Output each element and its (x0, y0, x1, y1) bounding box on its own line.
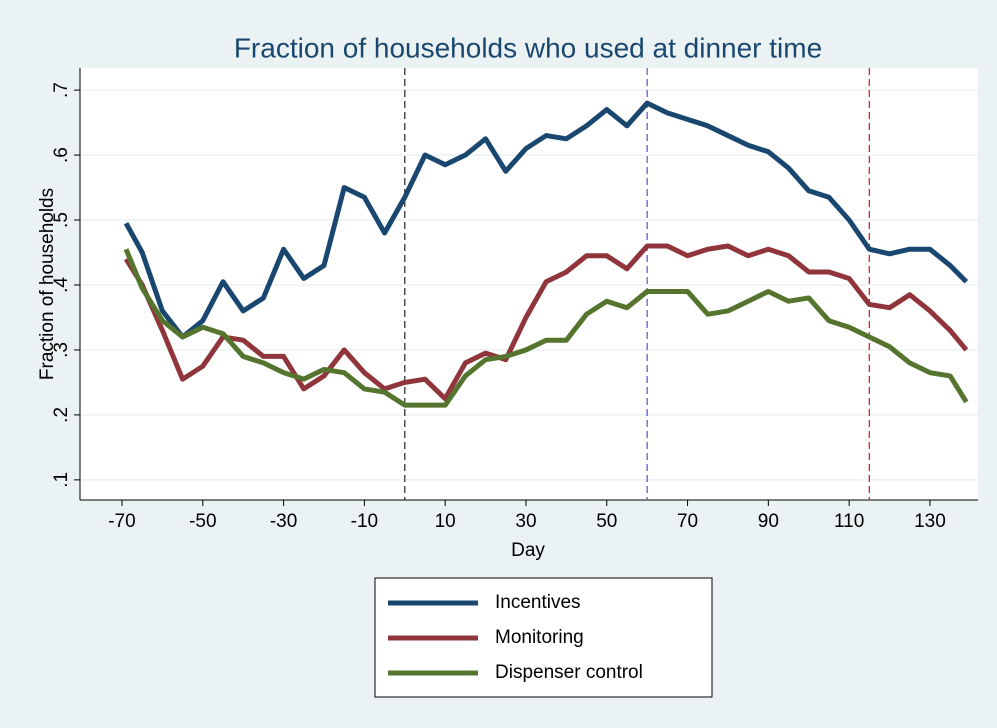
line-series (123, 243, 969, 402)
y-tick-label: .7 (51, 82, 72, 98)
legend-label: Monitoring (495, 627, 584, 648)
y-tick-label: .1 (51, 472, 72, 488)
x-tick-label: -50 (189, 511, 216, 532)
x-tick-label: 110 (834, 511, 864, 532)
legend-label: Incentives (495, 592, 581, 613)
line-series (123, 100, 969, 340)
x-tick-label: -30 (270, 511, 297, 532)
x-tick-label: 70 (677, 511, 698, 532)
x-tick-label: 30 (515, 511, 536, 532)
y-tick-label: .4 (51, 277, 72, 293)
line-series (123, 248, 969, 408)
legend-label: Dispenser control (495, 662, 643, 683)
x-tick-label: 50 (596, 511, 617, 532)
x-tick-label: -70 (108, 511, 135, 532)
x-tick-label: -10 (351, 511, 378, 532)
x-tick-label: 90 (758, 511, 779, 532)
y-tick-label: .3 (51, 342, 72, 358)
y-tick-label: .2 (51, 407, 72, 423)
y-tick-label: .5 (51, 212, 72, 228)
plot-area (80, 68, 978, 500)
x-tick-label: 130 (914, 511, 946, 532)
x-axis-label: Day (511, 540, 545, 561)
y-tick-label: .6 (51, 147, 72, 163)
chart-title: Fraction of households who used at dinne… (234, 32, 822, 63)
x-tick-label: 10 (435, 511, 456, 532)
y-axis-label: Fraction of households (37, 188, 58, 380)
